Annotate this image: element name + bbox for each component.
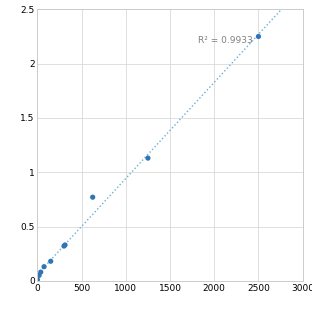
Point	[41, 264, 46, 269]
Text: R² = 0.9933: R² = 0.9933	[198, 36, 253, 45]
Point	[37, 273, 41, 278]
Point	[61, 244, 66, 249]
Point	[145, 156, 150, 161]
Point	[35, 277, 40, 282]
Point	[90, 195, 95, 200]
Point	[48, 259, 53, 264]
Point	[63, 242, 68, 247]
Point	[38, 270, 43, 275]
Point	[256, 34, 261, 39]
